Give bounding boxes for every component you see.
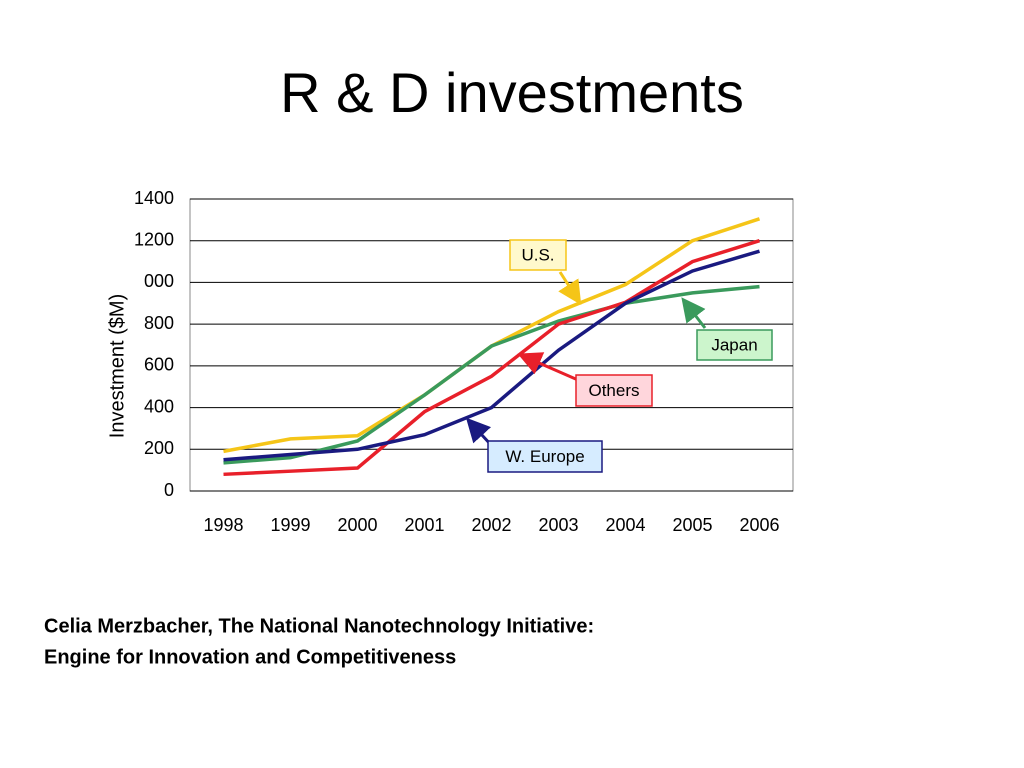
series-line — [223, 249, 760, 462]
y-tick-label: 200 — [144, 438, 174, 458]
callout-box — [575, 374, 653, 407]
callout-arrow — [558, 271, 582, 306]
callout-box — [487, 440, 603, 473]
x-tick-label: 2003 — [538, 515, 578, 535]
x-tick-label: 1998 — [203, 515, 243, 535]
x-tick-label: 2005 — [672, 515, 712, 535]
y-tick-label: 400 — [144, 396, 174, 416]
slide-title: R & D investments — [280, 61, 744, 124]
y-tick-label: 600 — [144, 355, 174, 375]
y-tick-label: 000 — [144, 271, 174, 291]
callout-arrow — [681, 297, 707, 329]
series-line — [223, 239, 761, 477]
callout-label: U.S. — [521, 245, 554, 264]
y-tick-label: 0 — [164, 480, 174, 500]
x-tick-label: 2001 — [404, 515, 444, 535]
callout-label: Others — [588, 381, 639, 400]
callout-arrow — [517, 352, 579, 382]
callout-box — [509, 239, 567, 271]
y-tick-label: 1400 — [134, 188, 174, 208]
x-tick-label: 2002 — [471, 515, 511, 535]
callout-box — [696, 329, 773, 361]
x-tick-label: 2000 — [337, 515, 377, 535]
x-tick-label: 2006 — [739, 515, 779, 535]
callout-label: W. Europe — [505, 447, 584, 466]
x-tick-label: 2004 — [605, 515, 645, 535]
y-tick-label: 800 — [144, 313, 174, 333]
y-axis-label: Investment ($M) — [106, 294, 128, 438]
citation-line: Engine for Innovation and Competitivenes… — [44, 646, 456, 668]
y-tick-label: 1200 — [134, 229, 174, 249]
x-tick-label: 1999 — [270, 515, 310, 535]
callout-label: Japan — [711, 335, 757, 354]
citation-line: Celia Merzbacher, The National Nanotechn… — [44, 615, 594, 637]
